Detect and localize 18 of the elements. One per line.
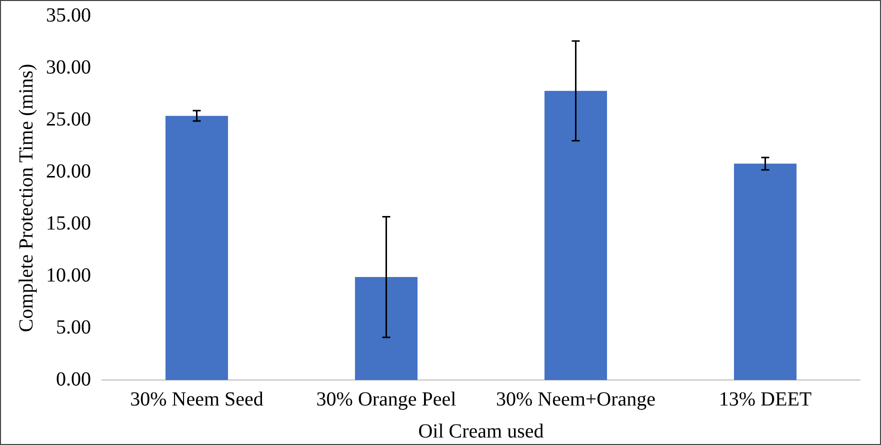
y-tick-label: 25.00	[46, 108, 91, 130]
y-tick-label: 30.00	[46, 56, 91, 78]
y-tick-label: 5.00	[56, 316, 91, 338]
x-axis-title: Oil Cream used	[418, 420, 544, 442]
y-tick-label: 35.00	[46, 4, 91, 26]
bar	[544, 90, 608, 380]
x-tick-label: 13% DEET	[718, 388, 812, 410]
y-tick-label: 10.00	[46, 264, 91, 286]
x-tick-label: 30% Neem Seed	[130, 388, 264, 410]
y-tick-label: 15.00	[46, 212, 91, 234]
y-axis-title: Complete Protection Time (mins)	[15, 64, 38, 332]
bar	[354, 277, 418, 380]
bar	[165, 116, 228, 380]
bar	[734, 164, 797, 380]
y-tick-label: 0.00	[56, 368, 91, 390]
x-tick-label: 30% Orange Peel	[316, 388, 457, 410]
x-tick-label: 30% Neem+Orange	[496, 388, 656, 410]
y-tick-label: 20.00	[46, 160, 91, 182]
